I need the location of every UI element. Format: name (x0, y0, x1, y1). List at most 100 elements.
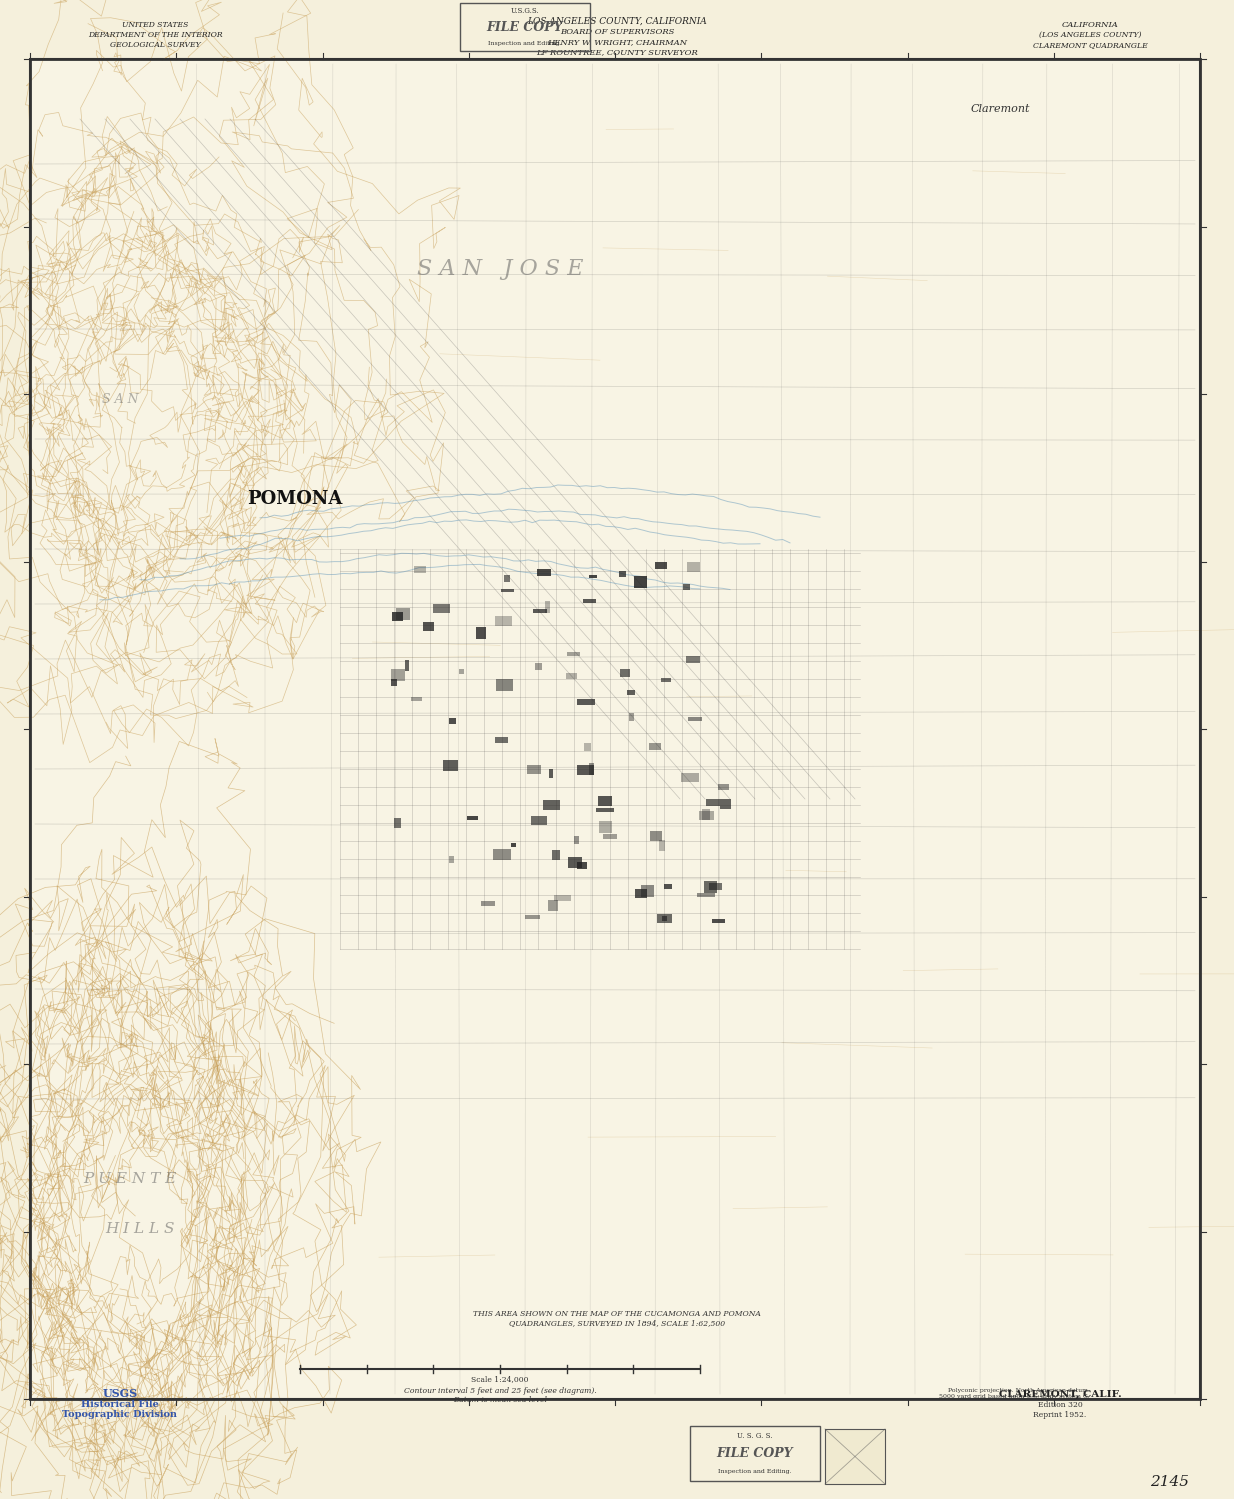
Bar (619, 669, 629, 676)
Bar (634, 889, 647, 898)
Bar (659, 839, 665, 851)
Bar (481, 901, 495, 905)
Bar (495, 616, 512, 627)
Text: FILE COPY: FILE COPY (486, 21, 563, 33)
Bar (449, 856, 454, 863)
Bar (411, 697, 422, 702)
Text: Contour interval 5 feet and 25 feet (see diagram).
Datum is mean sea level: Contour interval 5 feet and 25 feet (see… (404, 1387, 596, 1405)
Bar (697, 893, 714, 896)
Bar (533, 609, 548, 613)
Bar (494, 848, 511, 860)
Bar (526, 914, 540, 919)
Bar (527, 766, 540, 773)
Bar (627, 691, 636, 694)
Text: Polyconic projection. North American datum.
5000 yard grid based upon U.S. army : Polyconic projection. North American dat… (939, 1388, 1090, 1399)
Bar (460, 3, 590, 51)
Bar (661, 678, 671, 682)
Bar (405, 660, 408, 672)
Bar (568, 652, 580, 657)
Bar (552, 850, 560, 860)
Text: BOARD OF SUPERVISORS: BOARD OF SUPERVISORS (560, 28, 674, 36)
Bar (650, 832, 661, 841)
Text: DEPARTMENT OF THE INTERIOR: DEPARTMENT OF THE INTERIOR (88, 31, 222, 39)
Bar (548, 899, 558, 911)
Bar (658, 914, 671, 923)
Bar (423, 622, 434, 631)
Text: P U E N T E: P U E N T E (84, 1172, 176, 1186)
Bar (394, 817, 401, 827)
Bar (536, 663, 543, 670)
Bar (505, 574, 510, 582)
Bar (392, 612, 402, 621)
Bar (391, 669, 405, 681)
Text: CLAREMONT QUADRANGLE: CLAREMONT QUADRANGLE (1033, 40, 1148, 49)
Bar (578, 862, 586, 869)
Bar (589, 763, 594, 775)
Bar (565, 673, 576, 679)
Text: Claremont: Claremont (970, 103, 1029, 114)
Text: Reprint 1952.: Reprint 1952. (1033, 1411, 1087, 1420)
Bar (433, 604, 450, 613)
Bar (459, 669, 464, 675)
Text: CALIFORNIA: CALIFORNIA (1061, 21, 1118, 28)
Text: CLAREMONT, CALIF.: CLAREMONT, CALIF. (998, 1390, 1122, 1399)
Bar (663, 916, 668, 920)
Bar (649, 744, 661, 750)
Bar (698, 811, 714, 820)
Bar (476, 628, 486, 639)
Bar (576, 764, 595, 775)
Bar (686, 562, 700, 573)
Bar (495, 736, 507, 744)
Bar (598, 796, 612, 806)
Bar (501, 589, 513, 592)
Bar (640, 884, 654, 896)
Bar (396, 609, 411, 619)
Bar (568, 857, 581, 868)
Bar (712, 919, 724, 923)
Text: GEOLOGICAL SURVEY: GEOLOGICAL SURVEY (110, 40, 200, 49)
Text: USGS: USGS (102, 1388, 137, 1399)
Bar (549, 769, 553, 778)
Text: LF ROUNTREE, COUNTY SURVEYOR: LF ROUNTREE, COUNTY SURVEYOR (536, 48, 698, 55)
Bar (600, 821, 612, 832)
Bar (554, 895, 571, 901)
Text: HENRY W. WRIGHT, CHAIRMAN: HENRY W. WRIGHT, CHAIRMAN (547, 37, 687, 46)
Bar (30, 58, 1199, 1399)
Bar (544, 601, 549, 613)
Bar (543, 799, 560, 809)
Bar (511, 844, 516, 847)
Bar (391, 679, 396, 687)
Bar (531, 815, 547, 826)
Bar (578, 699, 595, 705)
Bar (686, 655, 701, 663)
Text: U.S.G.S.: U.S.G.S. (511, 7, 539, 15)
Bar (706, 799, 721, 806)
Bar (449, 718, 455, 724)
Bar (664, 884, 673, 889)
Bar (619, 571, 627, 577)
Bar (575, 836, 579, 844)
Text: Historical File: Historical File (81, 1400, 159, 1409)
Bar (413, 567, 426, 573)
Bar (654, 562, 668, 570)
Bar (537, 570, 552, 576)
Text: POMONA: POMONA (247, 490, 343, 508)
Bar (687, 717, 702, 721)
Text: S A N: S A N (101, 393, 138, 406)
Bar (582, 598, 596, 604)
Bar (710, 883, 722, 890)
Text: UNITED STATES: UNITED STATES (122, 21, 189, 28)
Bar (603, 833, 617, 838)
Text: FILE COPY: FILE COPY (717, 1447, 793, 1460)
Bar (584, 744, 591, 751)
Bar (629, 714, 634, 721)
Bar (690, 1426, 821, 1481)
Bar (719, 799, 731, 809)
Bar (703, 881, 717, 893)
Text: Inspection and Editing.: Inspection and Editing. (718, 1469, 792, 1474)
Text: Scale 1:24,000: Scale 1:24,000 (471, 1375, 528, 1384)
Bar (466, 815, 479, 820)
Text: 2145: 2145 (1150, 1475, 1190, 1489)
Text: THIS AREA SHOWN ON THE MAP OF THE CUCAMONGA AND POMONA
QUADRANGLES, SURVEYED IN : THIS AREA SHOWN ON THE MAP OF THE CUCAMO… (473, 1310, 761, 1328)
Bar (684, 583, 690, 591)
